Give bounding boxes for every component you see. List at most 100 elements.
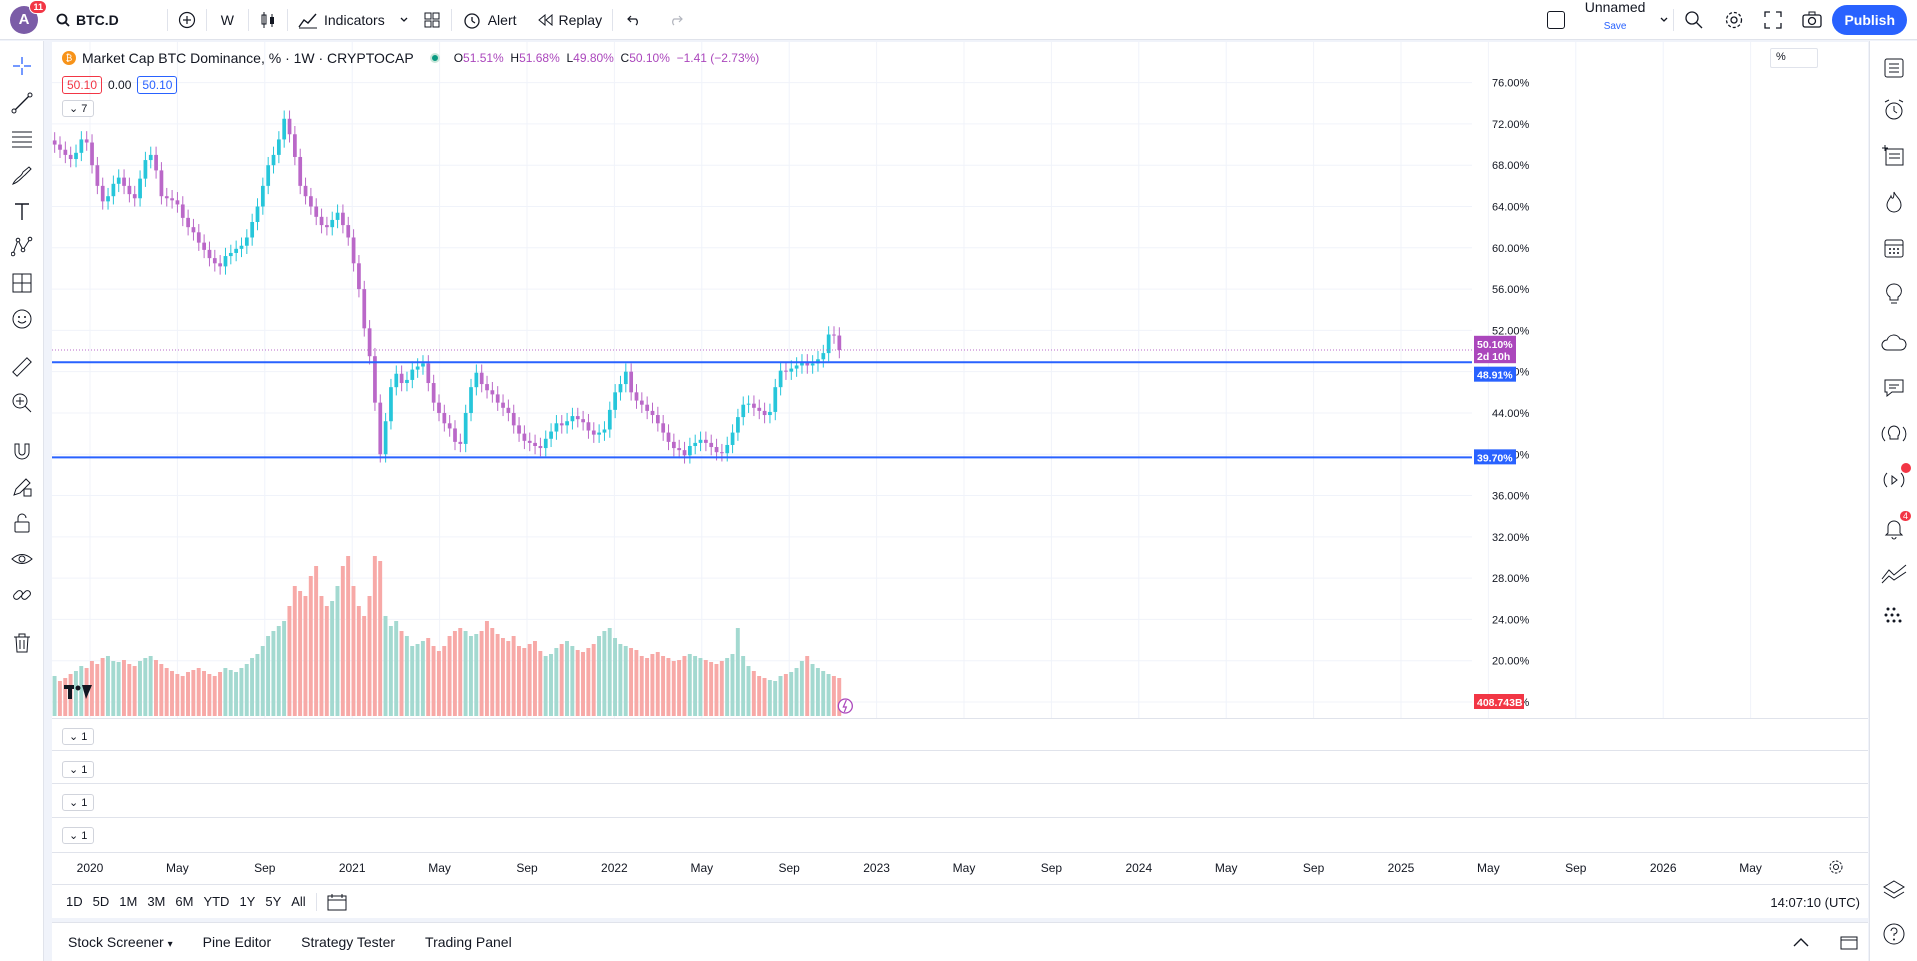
strategy-tester-tab[interactable]: Strategy Tester [301,934,396,950]
ruler-icon[interactable] [10,355,34,379]
indicator-templates-dropdown[interactable] [395,0,413,40]
volume-bar [127,664,132,716]
pane-divider[interactable] [52,783,1868,784]
time-axis-label: 2020 [76,861,104,875]
volume-bar [372,556,377,716]
range-6m[interactable]: 6M [175,894,194,909]
candle-body [319,216,324,226]
range-5d[interactable]: 5D [92,894,110,909]
range-3m[interactable]: 3M [147,894,166,909]
object-tree-icon[interactable] [1881,143,1907,169]
gear-icon[interactable] [1828,859,1844,878]
redo-button[interactable] [655,0,697,40]
chats-icon[interactable] [1881,375,1907,401]
pane-collapse-button[interactable]: ⌄ 1 [62,794,95,811]
scale-mode-box[interactable]: % [1770,48,1818,68]
clock-timezone[interactable]: 14:07:10 (UTC) [1770,895,1860,910]
trading-panel-tab[interactable]: Trading Panel [425,934,512,950]
link-icon[interactable] [10,583,34,607]
hotlists-flame-icon[interactable] [1881,189,1907,215]
compare-symbol-button[interactable] [168,0,206,40]
layers-icon[interactable] [1881,877,1907,903]
pane-divider[interactable] [52,750,1868,751]
candle-body [260,185,265,207]
quick-search-button[interactable] [1674,0,1714,40]
alert-label: Alert [487,11,517,28]
chart-type-button[interactable] [249,0,287,40]
stay-in-drawing-icon[interactable] [10,475,34,499]
calendar-range-icon[interactable] [327,893,347,911]
undo-button[interactable] [613,0,655,40]
time-axis[interactable]: 2020 May Sep 2021 May Sep 2022 May Sep 2023 May Sep… [52,852,1868,882]
user-avatar[interactable]: A 11 [10,0,47,34]
tradingview-logo[interactable] [64,683,92,704]
pane-divider[interactable] [52,817,1868,818]
live-broadcast-icon[interactable] [1881,463,1911,493]
magnet-icon[interactable] [10,439,34,463]
lock-icon[interactable] [10,511,34,535]
fullscreen-button[interactable] [1754,0,1792,40]
indicators-label: Indicators [324,11,385,28]
pane-divider[interactable] [52,718,1868,719]
bid-price[interactable]: 50.10 [62,76,103,94]
pattern-icon[interactable] [10,235,34,259]
trading-chart-icon[interactable] [1881,561,1907,587]
ideas-lightbulb-icon[interactable] [1881,281,1907,307]
volume-bar [639,656,644,716]
dom-dots-icon[interactable] [1881,603,1907,629]
layout-dropdown[interactable] [1655,0,1673,40]
pane-collapse-button[interactable]: ⌄ 1 [62,827,95,844]
range-all[interactable]: All [291,894,306,909]
streams-icon[interactable] [1881,421,1907,447]
indicators-button[interactable]: Indicators [288,0,395,40]
chart-area[interactable]: 76.00% 72.00% 68.00% 64.00% 60.00% 56.00% 52.0… [52,42,1868,918]
watchlist-icon[interactable] [1881,55,1907,81]
snapshot-button[interactable] [1792,0,1832,40]
settings-button[interactable] [1714,0,1754,40]
pine-editor-tab[interactable]: Pine Editor [202,934,272,950]
alarm-clock-icon[interactable] [1881,97,1907,123]
smiley-icon[interactable] [10,307,34,331]
range-1m[interactable]: 1M [119,894,138,909]
market-status-icon[interactable] [429,53,440,63]
chevron-up-icon[interactable] [1792,936,1810,948]
volume-bar [522,648,527,716]
range-1y[interactable]: 1Y [239,894,256,909]
interval-button[interactable]: W [207,0,248,40]
layout-name-button[interactable]: Unnamed Save [1575,0,1656,40]
trash-icon[interactable] [10,631,34,655]
ask-price[interactable]: 50.10 [137,76,178,94]
fib-retracement-icon[interactable] [10,127,34,151]
alert-button[interactable]: Alert [452,0,527,40]
range-1d[interactable]: 1D [66,894,83,909]
crosshair-icon[interactable] [10,54,34,78]
pane-collapse-button[interactable]: ⌄ 1 [62,761,95,778]
brush-icon[interactable] [10,163,34,187]
candle-body [143,160,148,179]
volume-bar [794,668,799,716]
range-ytd[interactable]: YTD [203,894,230,909]
forecast-icon[interactable] [10,271,34,295]
calendar-icon[interactable] [1881,235,1907,261]
help-icon[interactable] [1881,921,1907,947]
publish-button[interactable]: Publish [1832,4,1907,35]
notifications-bell-icon[interactable]: 4 [1881,511,1911,541]
maximize-panel-icon[interactable] [1840,934,1858,950]
minds-cloud-icon[interactable] [1881,331,1907,357]
price-chart[interactable]: 76.00% 72.00% 68.00% 64.00% 60.00% 56.00% 52.0… [52,42,1868,718]
stock-screener-tab[interactable]: Stock Screener ▾ [68,934,173,950]
indicators-collapse-button[interactable]: ⌄ 7 [62,100,95,117]
candle-body [111,183,116,197]
text-icon[interactable] [10,199,34,223]
range-5y[interactable]: 5Y [265,894,282,909]
symbol-search-button[interactable]: BTC.D [46,0,129,40]
layout-grid-button[interactable] [413,0,451,40]
replay-button[interactable]: Replay [527,0,613,40]
pane-collapse-button[interactable]: ⌄ 1 [62,728,95,745]
layout-checkbox[interactable] [1537,0,1575,40]
volume-bar [500,638,505,716]
trend-line-icon[interactable] [10,91,34,115]
zoom-in-icon[interactable] [10,391,34,415]
series-title[interactable]: Market Cap BTC Dominance, % · 1W · CRYPT… [82,50,414,66]
eye-icon[interactable] [10,547,34,571]
